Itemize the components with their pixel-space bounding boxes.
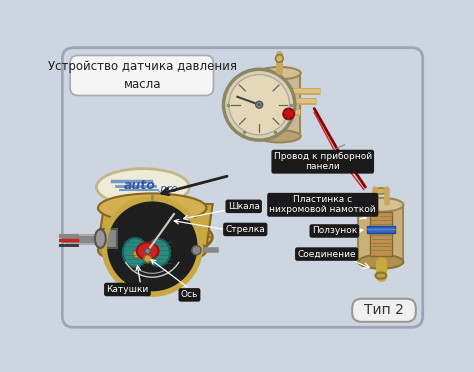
Text: auto: auto: [124, 179, 155, 192]
Circle shape: [255, 101, 263, 108]
Ellipse shape: [358, 255, 403, 269]
FancyBboxPatch shape: [70, 55, 213, 96]
Ellipse shape: [147, 239, 170, 266]
Bar: [258, 73, 300, 136]
Text: Соединение: Соединение: [297, 250, 356, 259]
Text: Провод к приборной
панели: Провод к приборной панели: [273, 152, 372, 171]
Circle shape: [104, 199, 201, 294]
Ellipse shape: [104, 218, 213, 256]
Bar: [100, 230, 118, 248]
FancyBboxPatch shape: [352, 299, 416, 322]
Text: Ось: Ось: [181, 291, 198, 299]
Circle shape: [145, 248, 150, 254]
Text: Пластинка с
нихромовой намоткой: Пластинка с нихромовой намоткой: [269, 195, 376, 215]
Circle shape: [144, 255, 152, 263]
Ellipse shape: [137, 243, 158, 260]
Ellipse shape: [95, 230, 106, 248]
FancyBboxPatch shape: [63, 48, 423, 327]
Text: Тип 2: Тип 2: [364, 303, 404, 317]
Ellipse shape: [98, 236, 207, 264]
Circle shape: [229, 75, 290, 135]
Text: .pro: .pro: [157, 185, 177, 195]
Circle shape: [224, 69, 295, 140]
Circle shape: [275, 55, 283, 62]
Ellipse shape: [374, 188, 388, 194]
Ellipse shape: [358, 198, 403, 212]
Text: Шкала: Шкала: [228, 202, 260, 211]
Circle shape: [192, 246, 201, 255]
Ellipse shape: [123, 238, 147, 267]
Circle shape: [258, 103, 261, 106]
Ellipse shape: [258, 130, 301, 142]
Polygon shape: [98, 204, 213, 246]
Text: Катушки: Катушки: [106, 285, 148, 294]
Text: Устройство датчика давления
масла: Устройство датчика давления масла: [48, 60, 237, 91]
Bar: [358, 205, 403, 263]
Ellipse shape: [98, 193, 207, 222]
Ellipse shape: [258, 67, 301, 79]
Ellipse shape: [375, 273, 386, 279]
Bar: [370, 212, 392, 256]
Polygon shape: [98, 237, 213, 246]
Text: Стрелка: Стрелка: [225, 225, 265, 234]
Bar: [367, 225, 395, 233]
Text: Ползунок: Ползунок: [312, 227, 357, 235]
Circle shape: [133, 250, 141, 258]
Circle shape: [283, 109, 294, 119]
Ellipse shape: [96, 169, 190, 206]
